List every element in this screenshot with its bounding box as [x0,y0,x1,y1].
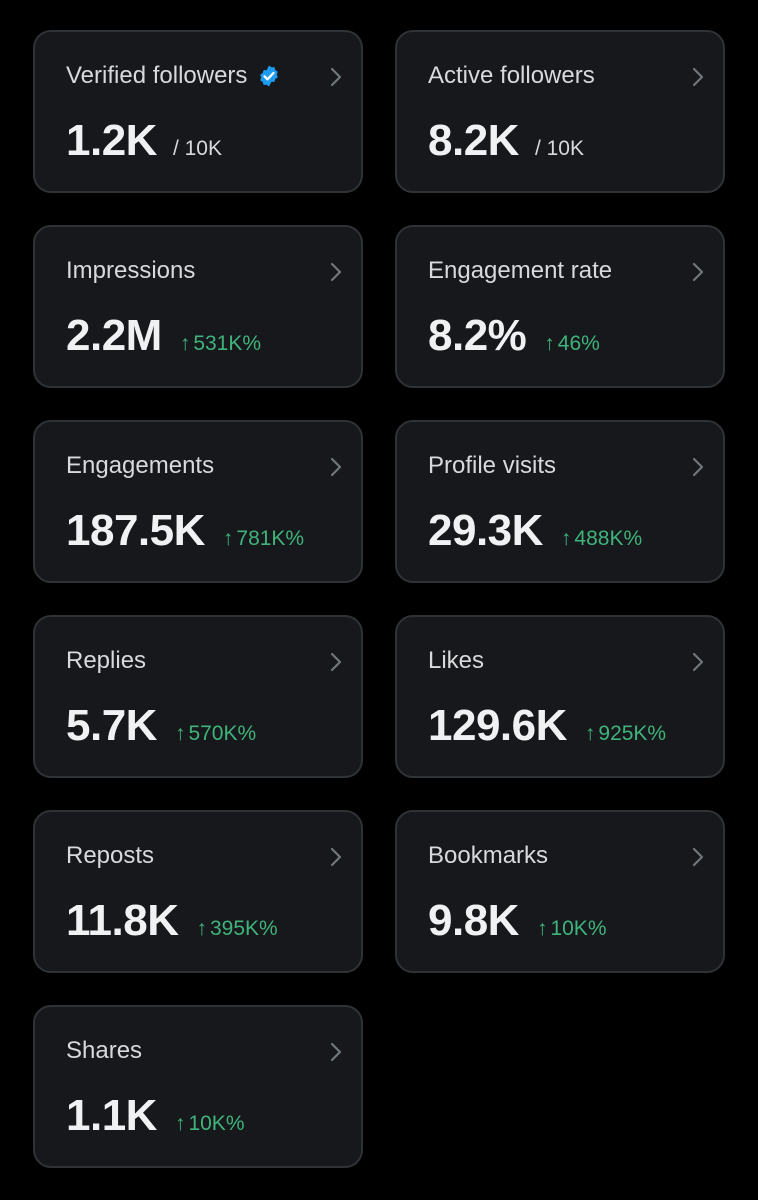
metric-value: 11.8K [66,896,179,945]
chevron-right-icon [692,652,704,672]
value-row: 8.2% ↑ 46% [428,311,600,361]
metric-change-value: 10K% [188,1112,245,1135]
metric-value: 29.3K [428,506,543,555]
value-row: 1.1K ↑ 10K% [66,1091,245,1141]
card-title: Bookmarks [428,842,549,869]
chevron-right-icon [692,457,704,477]
card-title: Profile visits [428,452,557,479]
metric-value: 5.7K [66,701,157,750]
metric-change-value: 395K% [209,917,278,940]
metric-change-value: 781K% [236,527,305,550]
card-title-row: Engagements [66,452,214,480]
card-title-row: Profile visits [428,452,556,480]
metric-value: 1.2K [66,116,157,165]
metric-value: 8.2K [428,116,519,165]
metric-change: ↑ 570K% [175,722,256,746]
metric-total: / 10K [534,137,584,160]
metric-change: ↑ 488K% [561,527,642,551]
card-title-row: Replies [66,647,146,675]
value-row: 187.5K ↑ 781K% [66,506,304,556]
value-row: 5.7K ↑ 570K% [66,701,256,751]
arrow-up-icon: ↑ [560,527,572,550]
metric-value: 9.8K [428,896,519,945]
chevron-right-icon [330,652,342,672]
metric-change: ↑ 925K% [585,722,666,746]
card-title-row: Engagement rate [428,257,612,285]
card-title-row: Active followers [428,62,595,90]
chevron-right-icon [692,262,704,282]
card-reposts[interactable]: Reposts 11.8K ↑ 395K% [33,810,363,973]
card-title: Reposts [66,842,155,869]
card-likes[interactable]: Likes 129.6K ↑ 925K% [395,615,725,778]
card-profile-visits[interactable]: Profile visits 29.3K ↑ 488K% [395,420,725,583]
card-verified-followers[interactable]: Verified followers 1.2K / 10K [33,30,363,193]
metric-change: ↑ 10K% [537,917,607,941]
chevron-right-icon [330,262,342,282]
chevron-right-icon [692,847,704,867]
card-title: Engagement rate [428,257,613,284]
metric-change-value: 570K% [188,722,257,745]
chevron-right-icon [692,67,704,87]
metric-change-value: 925K% [598,722,667,745]
card-title-row: Reposts [66,842,154,870]
card-title-row: Shares [66,1037,142,1065]
card-title: Active followers [428,62,595,89]
chevron-right-icon [330,457,342,477]
card-title: Verified followers [66,62,248,89]
card-active-followers[interactable]: Active followers 8.2K / 10K [395,30,725,193]
card-title-row: Bookmarks [428,842,548,870]
card-title: Shares [66,1037,143,1064]
metric-change-value: 46% [557,332,600,355]
value-row: 129.6K ↑ 925K% [428,701,666,751]
metric-change-value: 531K% [193,332,262,355]
chevron-right-icon [330,847,342,867]
arrow-up-icon: ↑ [179,332,191,355]
metric-value: 187.5K [66,506,205,555]
card-title: Replies [66,647,147,674]
card-title: Impressions [66,257,196,284]
value-row: 11.8K ↑ 395K% [66,896,278,946]
arrow-up-icon: ↑ [174,722,186,745]
card-shares[interactable]: Shares 1.1K ↑ 10K% [33,1005,363,1168]
card-title: Likes [428,647,485,674]
metric-change: ↑ 781K% [223,527,304,551]
arrow-up-icon: ↑ [196,917,207,940]
arrow-up-icon: ↑ [584,722,596,745]
card-bookmarks[interactable]: Bookmarks 9.8K ↑ 10K% [395,810,725,973]
metric-value: 1.1K [66,1091,157,1140]
metric-change: ↑ 395K% [196,917,277,941]
metric-change-value: 488K% [574,527,643,550]
card-title-row: Likes [428,647,484,675]
value-row: 1.2K / 10K [66,116,222,166]
chevron-right-icon [330,1042,342,1062]
value-row: 8.2K / 10K [428,116,584,166]
metric-value: 129.6K [428,701,567,750]
metric-total: / 10K [172,137,222,160]
chevron-right-icon [330,67,342,87]
verified-badge-icon [260,65,279,87]
value-row: 29.3K ↑ 488K% [428,506,642,556]
card-title: Engagements [66,452,215,479]
arrow-up-icon: ↑ [536,917,548,940]
arrow-up-icon: ↑ [174,1112,186,1135]
metric-change-value: 10K% [550,917,607,940]
arrow-up-icon: ↑ [544,332,555,355]
card-engagements[interactable]: Engagements 187.5K ↑ 781K% [33,420,363,583]
metric-change: ↑ 531K% [180,332,261,356]
value-row: 2.2M ↑ 531K% [66,311,261,361]
value-row: 9.8K ↑ 10K% [428,896,607,946]
metric-change: ↑ 46% [544,332,600,356]
card-title-row: Verified followers [66,62,281,90]
card-title-row: Impressions [66,257,195,285]
metric-change: ↑ 10K% [175,1112,245,1136]
card-engagement-rate[interactable]: Engagement rate 8.2% ↑ 46% [395,225,725,388]
metric-value: 2.2M [66,311,162,360]
card-impressions[interactable]: Impressions 2.2M ↑ 531K% [33,225,363,388]
arrow-up-icon: ↑ [222,527,234,550]
card-replies[interactable]: Replies 5.7K ↑ 570K% [33,615,363,778]
metric-value: 8.2% [428,311,527,360]
